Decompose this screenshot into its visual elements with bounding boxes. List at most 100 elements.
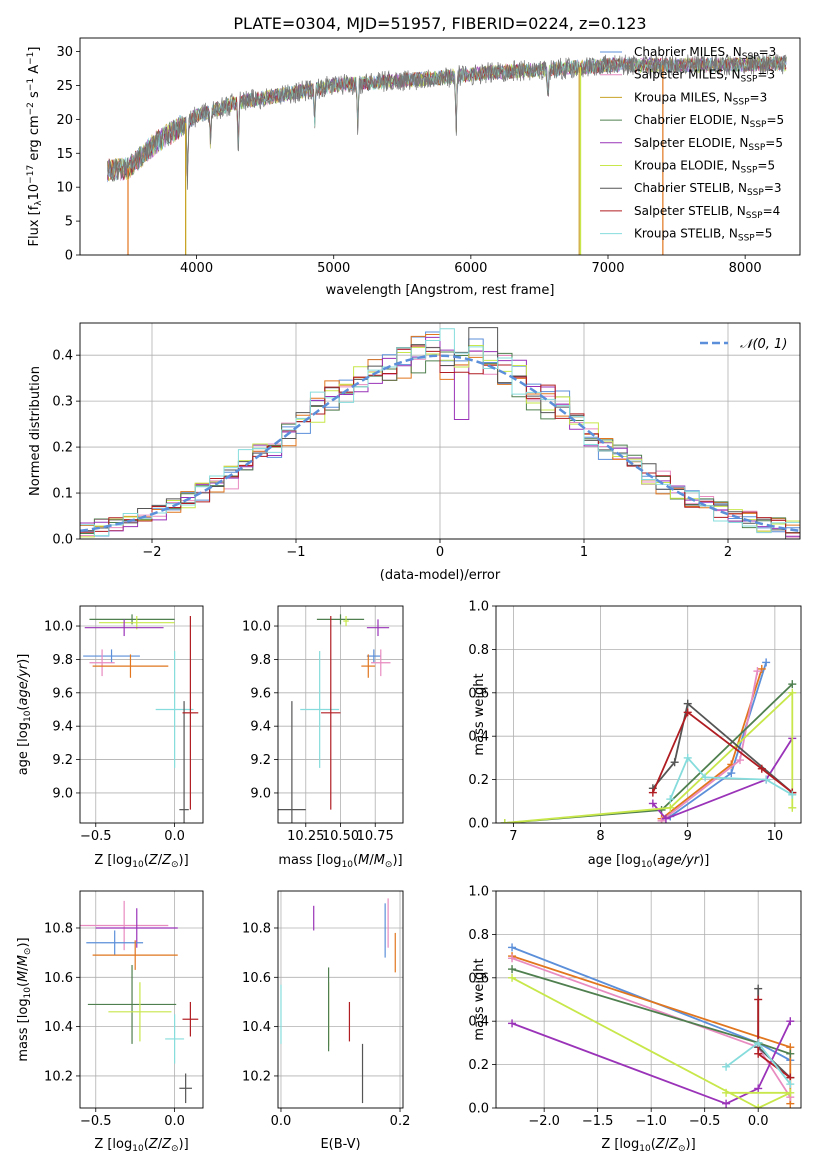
- weight-line: [652, 710, 793, 794]
- errorbar-point: [278, 701, 306, 823]
- y-tick-label: 9.0: [52, 786, 73, 801]
- x-axis-label: E(B-V): [320, 1137, 360, 1152]
- weight-line: [504, 690, 794, 823]
- x-axis-label: Z [log10(Z/Z⊙)]: [601, 1137, 695, 1154]
- x-axis-label: (data-model)/error: [380, 568, 501, 583]
- axes-frame: [79, 322, 801, 540]
- x-tick-label: −0.5: [689, 1114, 721, 1129]
- y-tick-label: 0.8: [468, 643, 489, 658]
- y-tick-label: 0.4: [468, 1015, 489, 1030]
- y-tick-label: 9.2: [250, 753, 271, 768]
- x-tick-label: −1.5: [582, 1114, 614, 1129]
- y-tick-label: 10.6: [44, 971, 73, 986]
- errorbar-point: [182, 616, 199, 810]
- figure-title: PLATE=0304, MJD=51957, FIBERID=0224, z=0…: [233, 14, 646, 33]
- y-tick-label: 10.4: [44, 1020, 73, 1035]
- y-tick-label: 25: [56, 79, 73, 94]
- weight-line: [511, 977, 791, 1108]
- y-tick-label: 0.2: [52, 441, 73, 456]
- chart-layer: 4000 5000 6000 7000 8000051015202530waveleng…: [16, 37, 802, 1154]
- x-axis-label: Z [log10(Z/Z⊙)]: [94, 853, 188, 870]
- y-tick-label: 1.0: [468, 600, 489, 615]
- plot-area: [278, 614, 391, 823]
- y-tick-label: 0.4: [52, 349, 73, 364]
- x-tick-label: 2: [724, 545, 732, 560]
- y-tick-label: 10.2: [44, 1069, 73, 1084]
- x-tick-label: −0.5: [80, 829, 112, 844]
- y-tick-label: 10.0: [44, 620, 73, 635]
- errorbar-point: [155, 651, 194, 768]
- x-tick-label: 1: [580, 545, 588, 560]
- y-tick-label: 9.0: [250, 786, 271, 801]
- x-tick-label: 0.0: [748, 1114, 769, 1129]
- y-tick-label: 10.8: [44, 921, 73, 936]
- x-tick-label: 0.2: [390, 1114, 411, 1129]
- legend-label: Kroupa MILES, NSSP=3: [634, 90, 767, 107]
- y-axis-label: Normed distribution: [28, 366, 43, 496]
- y-axis-label: mass weight: [472, 958, 487, 1040]
- plot-area: [80, 900, 199, 1104]
- y-tick-label: 15: [56, 147, 73, 162]
- legend-label: Kroupa ELODIE, NSSP=5: [634, 159, 775, 176]
- axes-frame: [79, 37, 801, 256]
- errorbar-point: [86, 930, 144, 956]
- histogram-step: [80, 345, 800, 534]
- axes-frame: [277, 890, 404, 1109]
- errorbar-point: [316, 614, 365, 625]
- x-axis-label: age [log10(age/yr)]: [588, 853, 710, 870]
- y-tick-label: 5: [65, 215, 73, 230]
- x-tick-label: 10: [767, 829, 784, 844]
- x-tick-label: 10.25: [287, 829, 324, 844]
- errorbar-point: [83, 649, 140, 663]
- x-tick-label: 0.0: [164, 1114, 185, 1129]
- plot-area: [508, 943, 795, 1108]
- y-tick-label: 0.1: [52, 487, 73, 502]
- axes-spectrum: 4000 5000 6000 7000 8000 0 5 10 15 20 25 30 waveleng…: [26, 37, 801, 298]
- errorbar-point: [165, 1014, 185, 1064]
- y-tick-label: 10.4: [242, 1020, 271, 1035]
- x-tick-label: 8: [596, 829, 604, 844]
- x-tick-label: 0.0: [271, 1114, 292, 1129]
- y-tick-label: 0.2: [468, 773, 489, 788]
- legend: Chabrier MILES, NSSP=3 Salpeter MILES, NS…: [600, 45, 784, 244]
- x-axis-label: Z [log10(Z/Z⊙)]: [94, 1137, 188, 1154]
- errorbar-point: [179, 1073, 192, 1104]
- axes-frame: [79, 890, 204, 1109]
- legend-label: Chabrier STELIB, NSSP=3: [634, 181, 782, 198]
- errorbar-point: [92, 654, 169, 678]
- x-tick-label: 5000: [317, 261, 350, 276]
- weight-line: [652, 737, 794, 820]
- x-tick-label: −2.0: [528, 1114, 560, 1129]
- plot-area: [80, 327, 800, 539]
- errorbar-point: [361, 654, 376, 678]
- y-axis-label: mass weight: [472, 673, 487, 755]
- y-tick-label: 0.0: [468, 1102, 489, 1117]
- y-tick-label: 9.6: [52, 686, 73, 701]
- axes-frame: [495, 890, 802, 1109]
- axes-age_vs_Z: −0.5 0.0 9.0 9.2 9.4 9.6 9.8 10.0 Z [log10(Z/Z⊙)…: [16, 605, 204, 870]
- axes-mass_vs_Z: −0.5 0.0 10.2 10.4 10.6 10.8 Z [log10(Z/Z⊙)] ma…: [16, 890, 204, 1154]
- x-tick-label: −1: [286, 545, 305, 560]
- plot-area: [83, 614, 199, 823]
- x-tick-label: 4000: [180, 261, 213, 276]
- errorbar-point: [179, 701, 189, 823]
- plot-area: [280, 898, 396, 1104]
- x-axis-label: wavelength [Angstrom, rest frame]: [326, 283, 555, 298]
- legend-label: 𝒩(0, 1): [740, 337, 787, 352]
- axes-weight_vs_age: 7 8 9 10 0.0 0.2 0.4 0.6 0.8 1.0 mass weight age [l…: [468, 600, 802, 870]
- y-tick-label: 9.8: [52, 653, 73, 668]
- y-tick-label: 0.0: [468, 817, 489, 832]
- y-tick-label: 9.8: [250, 653, 271, 668]
- y-tick-label: 0.0: [52, 533, 73, 548]
- y-tick-label: 0.6: [468, 686, 489, 701]
- errorbar-point: [80, 900, 169, 951]
- errorbar-point: [321, 616, 341, 810]
- x-tick-label: 7: [509, 829, 517, 844]
- x-tick-label: 10.75: [357, 829, 394, 844]
- y-tick-label: 0.6: [468, 971, 489, 986]
- errorbar-point: [343, 616, 349, 627]
- y-tick-label: 9.6: [250, 686, 271, 701]
- y-axis-label: age [log10(age/yr)]: [16, 654, 33, 776]
- legend-label: Chabrier ELODIE, NSSP=5: [634, 113, 784, 130]
